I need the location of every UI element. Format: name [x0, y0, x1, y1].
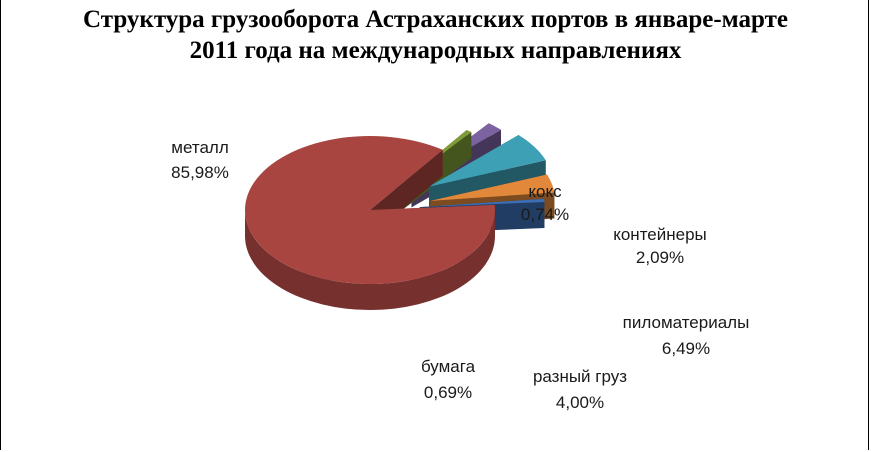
chart-title: Структура грузооборота Астраханских порт… — [83, 6, 788, 64]
pie-slice-металл — [244, 136, 495, 310]
slice-name-пиломатериалы: пиломатериалы — [623, 313, 750, 332]
slice-value-кокс: 0,74% — [521, 205, 569, 224]
slice-name-контейнеры: контейнеры — [613, 225, 707, 244]
slice-name-бумага: бумага — [421, 357, 476, 376]
slice-value-разный-груз: 4,00% — [556, 393, 604, 412]
slice-name-металл: металл — [171, 138, 228, 157]
slice-name-кокс: кокс — [528, 182, 562, 201]
slice-value-бумага: 0,69% — [424, 383, 472, 402]
slice-value-контейнеры: 2,09% — [636, 248, 684, 267]
slice-value-металл: 85,98% — [171, 163, 229, 182]
slice-name-разный-груз: разный груз — [533, 367, 627, 386]
slice-value-пиломатериалы: 6,49% — [662, 339, 710, 358]
